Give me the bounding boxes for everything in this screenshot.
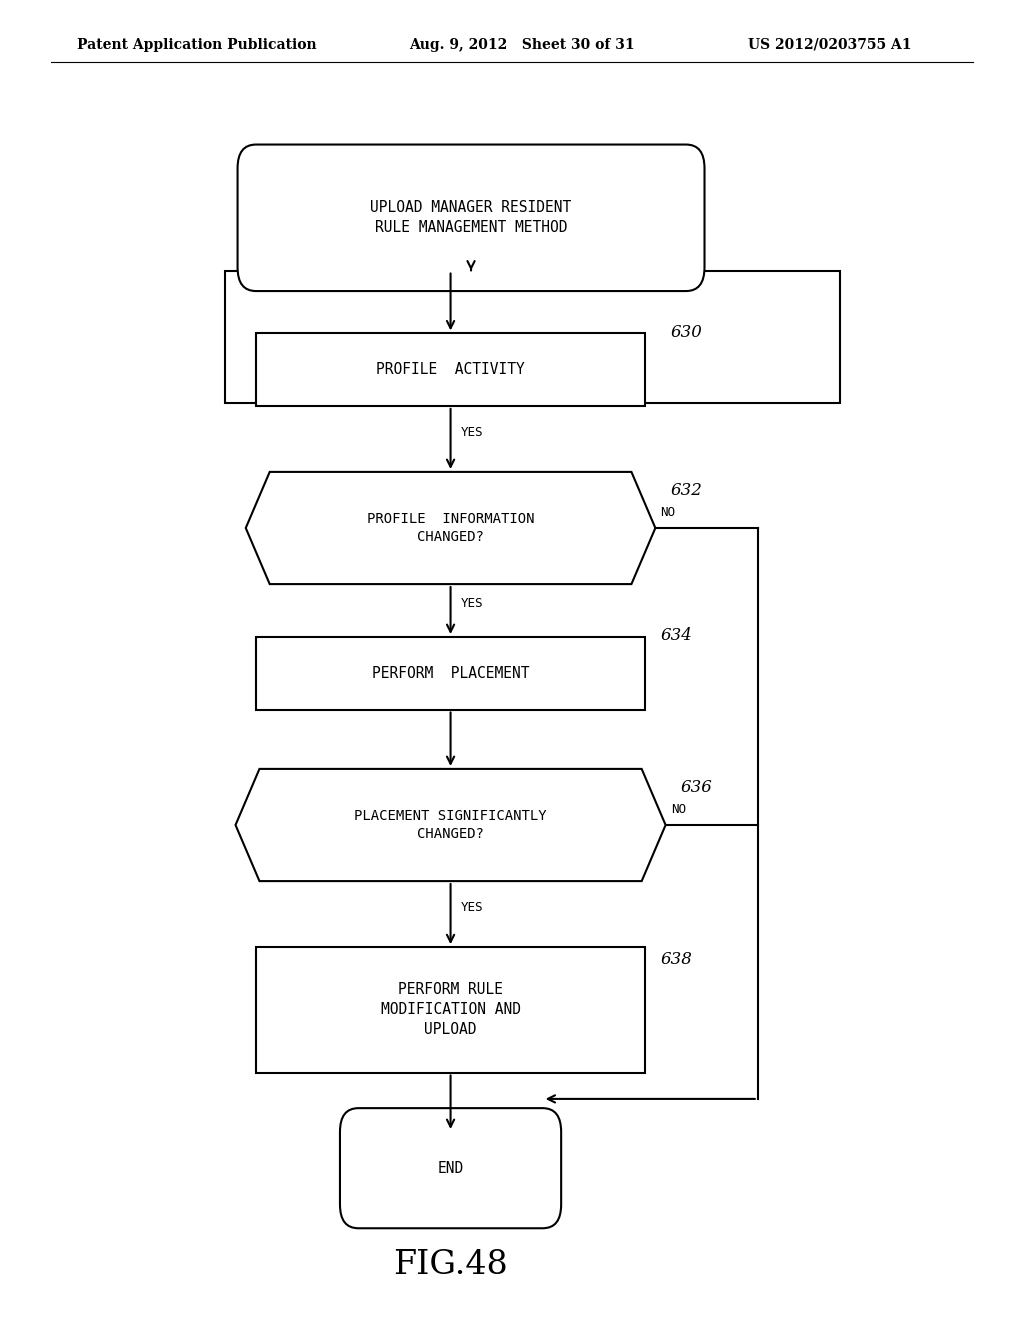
Bar <box>256 948 645 1072</box>
Text: 632: 632 <box>671 482 702 499</box>
Text: Patent Application Publication: Patent Application Publication <box>77 38 316 51</box>
Text: UPLOAD MANAGER RESIDENT
RULE MANAGEMENT METHOD: UPLOAD MANAGER RESIDENT RULE MANAGEMENT … <box>371 201 571 235</box>
Text: 634: 634 <box>660 627 692 644</box>
Text: FIG.48: FIG.48 <box>393 1249 508 1280</box>
Text: PROFILE  INFORMATION
CHANGED?: PROFILE INFORMATION CHANGED? <box>367 512 535 544</box>
Text: Aug. 9, 2012   Sheet 30 of 31: Aug. 9, 2012 Sheet 30 of 31 <box>410 38 635 51</box>
Text: PLACEMENT SIGNIFICANTLY
CHANGED?: PLACEMENT SIGNIFICANTLY CHANGED? <box>354 809 547 841</box>
Text: END: END <box>437 1160 464 1176</box>
Bar <box>256 636 645 710</box>
Bar <box>256 333 645 407</box>
Text: US 2012/0203755 A1: US 2012/0203755 A1 <box>748 38 911 51</box>
Text: 636: 636 <box>681 779 713 796</box>
Text: 638: 638 <box>660 950 692 968</box>
Polygon shape <box>236 768 666 882</box>
Text: 630: 630 <box>671 323 702 341</box>
FancyBboxPatch shape <box>238 144 705 290</box>
Text: YES: YES <box>461 902 483 913</box>
Text: YES: YES <box>461 598 483 610</box>
Text: PERFORM  PLACEMENT: PERFORM PLACEMENT <box>372 665 529 681</box>
Text: NO: NO <box>671 803 686 816</box>
Polygon shape <box>246 473 655 583</box>
Bar <box>225 271 840 403</box>
Text: YES: YES <box>461 426 483 438</box>
FancyBboxPatch shape <box>340 1109 561 1228</box>
Text: PERFORM RULE
MODIFICATION AND
UPLOAD: PERFORM RULE MODIFICATION AND UPLOAD <box>381 982 520 1038</box>
Text: PROFILE  ACTIVITY: PROFILE ACTIVITY <box>376 362 525 378</box>
Text: NO: NO <box>660 506 676 519</box>
